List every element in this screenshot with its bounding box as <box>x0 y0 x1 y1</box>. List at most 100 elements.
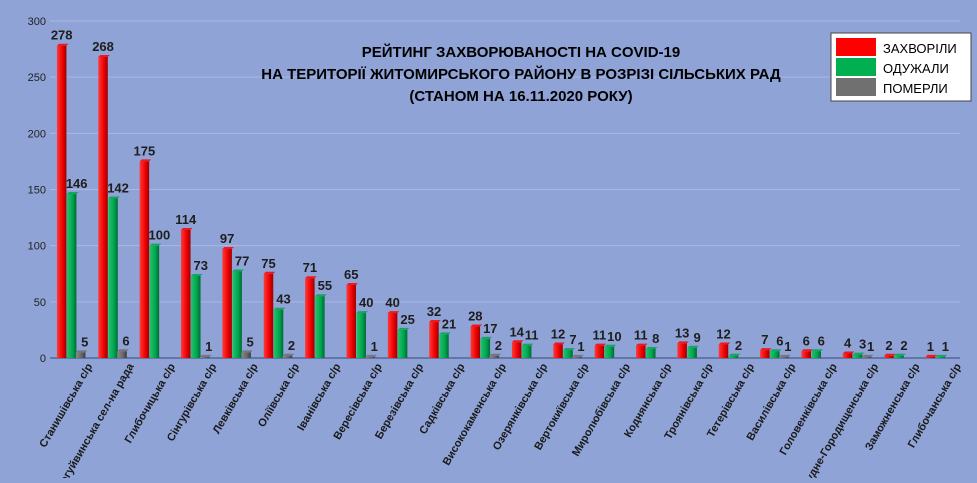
bar-recovered <box>604 346 615 358</box>
bar-recovered-top <box>687 345 699 348</box>
bar-recovered <box>315 296 325 358</box>
label-sick: 6 <box>803 333 810 348</box>
label-sick: 278 <box>51 28 73 43</box>
label-recovered: 25 <box>400 312 414 327</box>
label-sick: 97 <box>220 231 234 246</box>
bar-sick <box>470 326 481 358</box>
label-sick: 268 <box>92 39 114 54</box>
bar-recovered <box>397 329 408 358</box>
bar-recovered-top <box>439 332 451 335</box>
bar-recovered <box>66 193 77 358</box>
label-died: 2 <box>495 338 502 353</box>
bar-recovered-top <box>232 269 244 272</box>
category-label: Іванівська с/р <box>295 361 343 433</box>
bar-died <box>779 356 789 358</box>
bar-sick-top <box>884 353 896 356</box>
bar-sick <box>56 45 67 359</box>
label-sick: 1 <box>927 339 934 354</box>
label-sick: 11 <box>634 328 648 343</box>
bar-died <box>117 351 127 358</box>
bar-recovered-top <box>770 349 782 352</box>
bar-died <box>861 356 872 358</box>
bar-sick <box>884 355 894 358</box>
label-recovered: 77 <box>235 254 249 269</box>
bar-sick <box>346 284 356 358</box>
bar-died-top <box>365 354 377 357</box>
bar-recovered-top <box>149 243 162 246</box>
legend-label-recovered: ОДУЖАЛИ <box>883 61 949 76</box>
bar-died-top <box>241 350 253 353</box>
bar-sick-top <box>263 271 276 274</box>
bar-sick-top <box>511 340 524 343</box>
bar-sick <box>263 273 274 358</box>
bar-recovered-top <box>108 196 120 199</box>
label-died: 5 <box>81 334 88 349</box>
bar-sick <box>594 345 605 358</box>
bar-recovered-top <box>728 353 741 356</box>
bar-died <box>75 352 86 358</box>
bars <box>56 43 948 359</box>
label-recovered: 21 <box>442 316 456 331</box>
label-recovered: 7 <box>569 332 576 347</box>
label-recovered: 1 <box>942 339 949 354</box>
bar-recovered <box>356 313 366 358</box>
bar-died <box>241 352 251 358</box>
y-tick-label: 200 <box>28 128 46 140</box>
label-died: 1 <box>867 339 874 354</box>
bar-sick <box>511 342 522 358</box>
label-sick: 4 <box>844 336 852 351</box>
label-sick: 14 <box>509 324 524 339</box>
bar-sick-top <box>636 343 648 346</box>
bar-recovered-top <box>273 307 286 310</box>
label-recovered: 9 <box>694 330 701 345</box>
label-recovered: 100 <box>149 228 171 243</box>
y-tick-label: 50 <box>34 297 46 309</box>
bar-recovered <box>232 271 242 358</box>
bar-recovered-top <box>315 294 327 297</box>
label-recovered: 2 <box>735 338 742 353</box>
label-sick: 28 <box>468 309 482 324</box>
bar-died-top <box>489 353 502 356</box>
label-sick: 7 <box>761 332 768 347</box>
bar-recovered-top <box>935 354 948 357</box>
legend-swatch-died <box>836 78 876 96</box>
label-died: 2 <box>288 338 295 353</box>
label-recovered: 8 <box>652 331 659 346</box>
bar-recovered-top <box>480 336 493 339</box>
bar-recovered-top <box>852 352 865 355</box>
bar-died <box>489 355 500 358</box>
bar-sick <box>98 56 108 359</box>
label-sick: 71 <box>303 260 317 275</box>
bar-sick <box>139 161 150 358</box>
label-sick: 13 <box>675 325 689 340</box>
label-recovered: 142 <box>107 180 129 195</box>
label-recovered: 43 <box>276 292 290 307</box>
bar-recovered <box>728 355 739 358</box>
bar-recovered <box>273 309 284 358</box>
y-tick-label: 0 <box>40 353 46 365</box>
bar-died-top <box>572 354 584 357</box>
label-died: 6 <box>122 333 129 348</box>
bar-sick <box>553 344 563 358</box>
bar-recovered <box>191 275 201 358</box>
label-recovered: 55 <box>318 278 332 293</box>
bar-recovered-top <box>894 353 906 356</box>
bar-recovered-top <box>66 191 79 194</box>
category-label: Рудне-Городищенська с/р <box>800 361 881 478</box>
label-sick: 114 <box>175 212 197 227</box>
bar-recovered-top <box>521 343 534 346</box>
label-recovered: 11 <box>525 328 539 343</box>
label-recovered: 10 <box>607 329 621 344</box>
category-label: Садківська с/р <box>417 361 467 436</box>
bar-died-top <box>200 354 212 357</box>
bar-recovered <box>894 355 904 358</box>
bar-died-top <box>75 350 88 353</box>
bar-recovered <box>149 245 160 358</box>
bar-died <box>365 356 375 358</box>
label-sick: 11 <box>593 328 607 343</box>
bar-recovered-top <box>191 273 203 276</box>
label-died: 1 <box>577 339 584 354</box>
data-labels: 2781465268142617510011473197775754327155… <box>51 28 949 354</box>
